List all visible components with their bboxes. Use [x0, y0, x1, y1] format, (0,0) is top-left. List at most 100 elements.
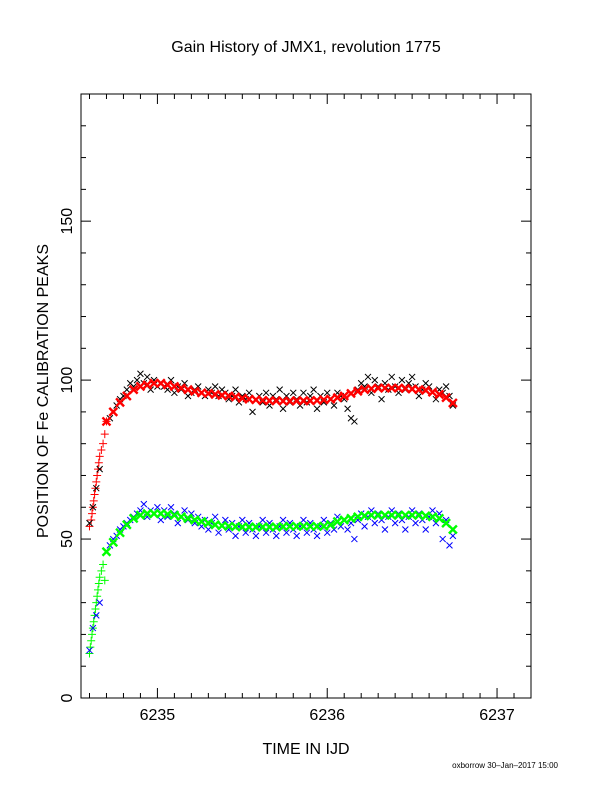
data-point	[364, 373, 372, 381]
data-point	[211, 383, 219, 390]
data-point	[318, 521, 329, 532]
data-point	[289, 389, 297, 397]
data-point	[90, 490, 99, 499]
data-point	[313, 405, 321, 413]
data-point	[96, 465, 104, 473]
series-2	[85, 560, 109, 658]
data-point	[398, 376, 406, 384]
data-point	[303, 529, 311, 537]
data-point	[88, 630, 97, 639]
data-point	[346, 513, 356, 524]
data-point	[344, 526, 351, 533]
data-point	[142, 380, 153, 390]
axis-tick-labels: 0 50 100 150 6235 6236 6237	[59, 208, 515, 724]
data-point	[310, 386, 317, 393]
y-axis-label: POSITION OF Fe CALIBRATION PEAKS	[35, 244, 52, 538]
data-point	[276, 386, 284, 393]
data-point	[155, 378, 166, 389]
data-point	[339, 391, 350, 401]
data-point	[99, 560, 108, 569]
data-point	[89, 496, 98, 505]
data-point	[99, 439, 108, 448]
data-point	[137, 370, 144, 378]
footer-stamp: oxborrow 30–Jan–2017 15:00	[452, 761, 558, 770]
data-point	[94, 579, 103, 588]
x-tick-label: 6235	[140, 707, 176, 724]
data-point	[422, 526, 430, 533]
data-point	[93, 585, 102, 594]
data-point	[381, 526, 389, 533]
data-point	[252, 532, 260, 540]
data-point	[89, 503, 97, 511]
data-point	[371, 519, 379, 527]
data-point	[100, 576, 109, 585]
data-point	[388, 373, 396, 381]
data-point	[96, 599, 104, 606]
data-point	[351, 418, 358, 425]
data-point	[449, 532, 457, 540]
data-point	[401, 526, 409, 533]
data-point	[162, 380, 173, 390]
data-point	[232, 532, 239, 540]
data-point	[325, 519, 336, 530]
data-point	[245, 389, 253, 397]
data-point	[215, 529, 222, 537]
y-tick-label: 100	[59, 367, 76, 394]
data-point	[87, 515, 96, 524]
y-tick-label: 0	[59, 693, 76, 702]
data-point	[279, 516, 287, 524]
data-point	[332, 516, 343, 527]
data-point	[95, 452, 104, 461]
data-point	[427, 511, 438, 522]
data-point	[300, 389, 307, 397]
data-point	[91, 484, 100, 493]
data-point	[97, 566, 106, 575]
x-axis-label: TIME IN IJD	[262, 741, 349, 758]
data-point	[86, 646, 93, 654]
data-point	[101, 546, 112, 557]
data-point	[90, 611, 99, 620]
data-point	[92, 484, 100, 492]
data-point	[415, 392, 423, 400]
data-point	[135, 510, 146, 521]
x-tick-label: 6236	[309, 707, 345, 724]
series-5	[101, 508, 458, 557]
data-point	[92, 611, 100, 619]
data-point	[181, 507, 188, 514]
data-point	[330, 402, 338, 409]
data-point	[323, 389, 331, 397]
data-point	[167, 503, 175, 511]
data-point	[86, 519, 93, 527]
data-point	[93, 465, 102, 474]
data-point	[351, 535, 358, 543]
data-point	[434, 389, 445, 400]
data-point	[429, 507, 436, 514]
data-point	[283, 529, 290, 537]
data-point	[101, 416, 112, 427]
data-point	[97, 446, 106, 455]
series-0	[85, 417, 111, 531]
data-point	[143, 373, 151, 381]
data-point	[442, 383, 450, 390]
data-point	[89, 624, 97, 632]
data-point	[300, 516, 307, 524]
data-point	[293, 532, 301, 540]
data-marks	[85, 370, 458, 658]
data-point	[115, 527, 125, 538]
data-point	[100, 430, 109, 439]
data-point	[232, 386, 239, 393]
data-point	[427, 387, 438, 398]
data-point	[95, 573, 104, 582]
data-point	[211, 513, 219, 521]
data-point	[176, 511, 187, 522]
data-point	[87, 636, 96, 645]
data-point	[140, 500, 148, 508]
data-point	[371, 376, 379, 384]
data-point	[259, 516, 267, 524]
data-point	[203, 518, 214, 529]
data-point	[420, 385, 431, 396]
data-point	[320, 516, 328, 524]
data-point	[339, 515, 350, 525]
data-point	[183, 513, 193, 524]
data-point	[88, 509, 97, 518]
